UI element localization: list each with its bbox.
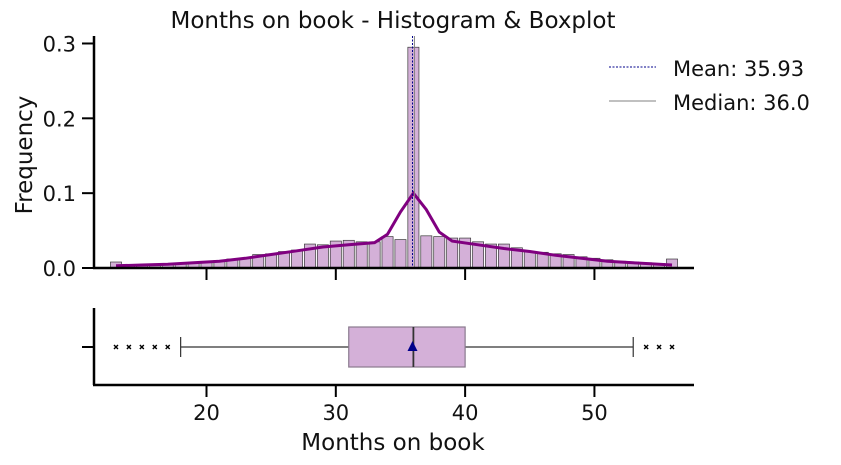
histogram-bar xyxy=(420,235,433,269)
boxplot-outlier xyxy=(656,344,662,350)
histogram-bar xyxy=(523,251,536,269)
y-tick-label: 0.3 xyxy=(43,32,76,56)
y-axis-label: Frequency xyxy=(12,96,38,215)
x-tick-label: 40 xyxy=(452,401,479,425)
histogram-bar xyxy=(433,236,446,269)
boxplot-outlier xyxy=(139,344,145,350)
kde-curve xyxy=(115,190,673,268)
x-tick-label: 50 xyxy=(581,401,608,425)
legend-mean-label: Mean: 35.93 xyxy=(673,57,804,81)
boxplot-mean-marker xyxy=(407,341,418,351)
x-tick-label: 30 xyxy=(322,401,349,425)
histogram-x-ticks xyxy=(205,268,596,280)
y-tick-label: 0.1 xyxy=(43,182,76,206)
y-tick-label: 0.0 xyxy=(43,257,76,281)
x-axis-label: Months on book xyxy=(301,430,485,456)
histogram-bar xyxy=(381,236,394,269)
histogram-bar xyxy=(407,46,420,269)
boxplot-panel: 20 30 40 50 Months on book xyxy=(82,308,694,456)
legend: Mean: 35.93 Median: 36.0 xyxy=(609,57,810,115)
boxplot-outlier xyxy=(113,344,119,350)
histogram-panel: 0.0 0.1 0.2 0.3 Frequency xyxy=(12,32,694,281)
histogram-bar xyxy=(394,239,407,269)
histogram-bar xyxy=(368,241,381,269)
y-tick-label: 0.2 xyxy=(43,107,76,131)
boxplot-box xyxy=(348,326,466,368)
boxplot-outlier xyxy=(643,344,649,350)
histogram-bars xyxy=(110,46,678,269)
boxplot-outlier xyxy=(669,344,675,350)
legend-median-label: Median: 36.0 xyxy=(673,91,810,115)
boxplot-x-ticks: 20 30 40 50 xyxy=(193,385,608,425)
boxplot-outlier xyxy=(126,344,132,350)
y-ticks: 0.0 0.1 0.2 0.3 xyxy=(43,32,94,281)
boxplot-outliers xyxy=(113,344,675,350)
chart-title: Months on book - Histogram & Boxplot xyxy=(170,8,615,34)
x-tick-label: 20 xyxy=(193,401,220,425)
boxplot-outlier xyxy=(152,344,158,350)
histogram-bar xyxy=(355,241,368,269)
boxplot-outlier xyxy=(165,344,171,350)
